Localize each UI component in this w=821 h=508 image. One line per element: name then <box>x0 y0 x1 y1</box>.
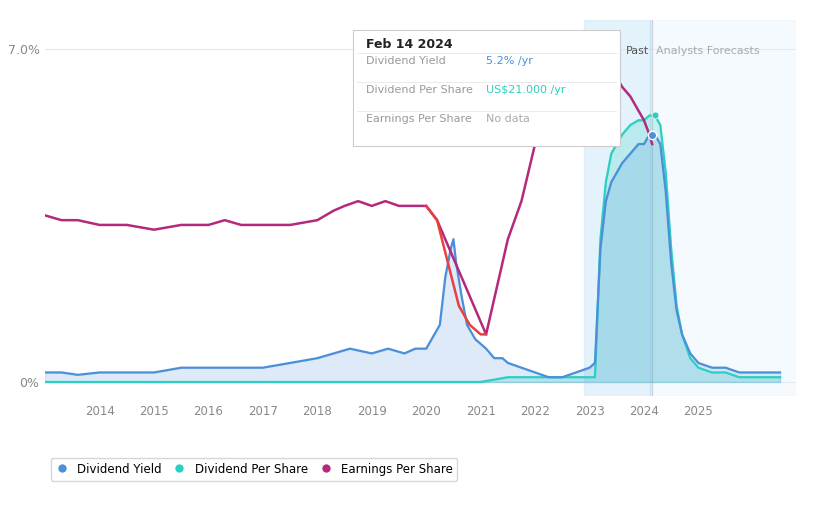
Text: Dividend Yield: Dividend Yield <box>366 56 446 67</box>
Bar <box>584 20 652 396</box>
Text: US$21.000 /yr: US$21.000 /yr <box>487 85 566 96</box>
FancyBboxPatch shape <box>353 29 620 146</box>
Text: No data: No data <box>487 114 530 124</box>
Bar <box>652 20 796 396</box>
Legend: Dividend Yield, Dividend Per Share, Earnings Per Share: Dividend Yield, Dividend Per Share, Earn… <box>51 458 457 481</box>
Text: 5.2% /yr: 5.2% /yr <box>487 56 534 67</box>
Text: Feb 14 2024: Feb 14 2024 <box>366 39 452 51</box>
Text: Earnings Per Share: Earnings Per Share <box>366 114 472 124</box>
Text: Dividend Per Share: Dividend Per Share <box>366 85 473 96</box>
Text: Analysts Forecasts: Analysts Forecasts <box>657 46 760 56</box>
Text: Past: Past <box>626 46 649 56</box>
